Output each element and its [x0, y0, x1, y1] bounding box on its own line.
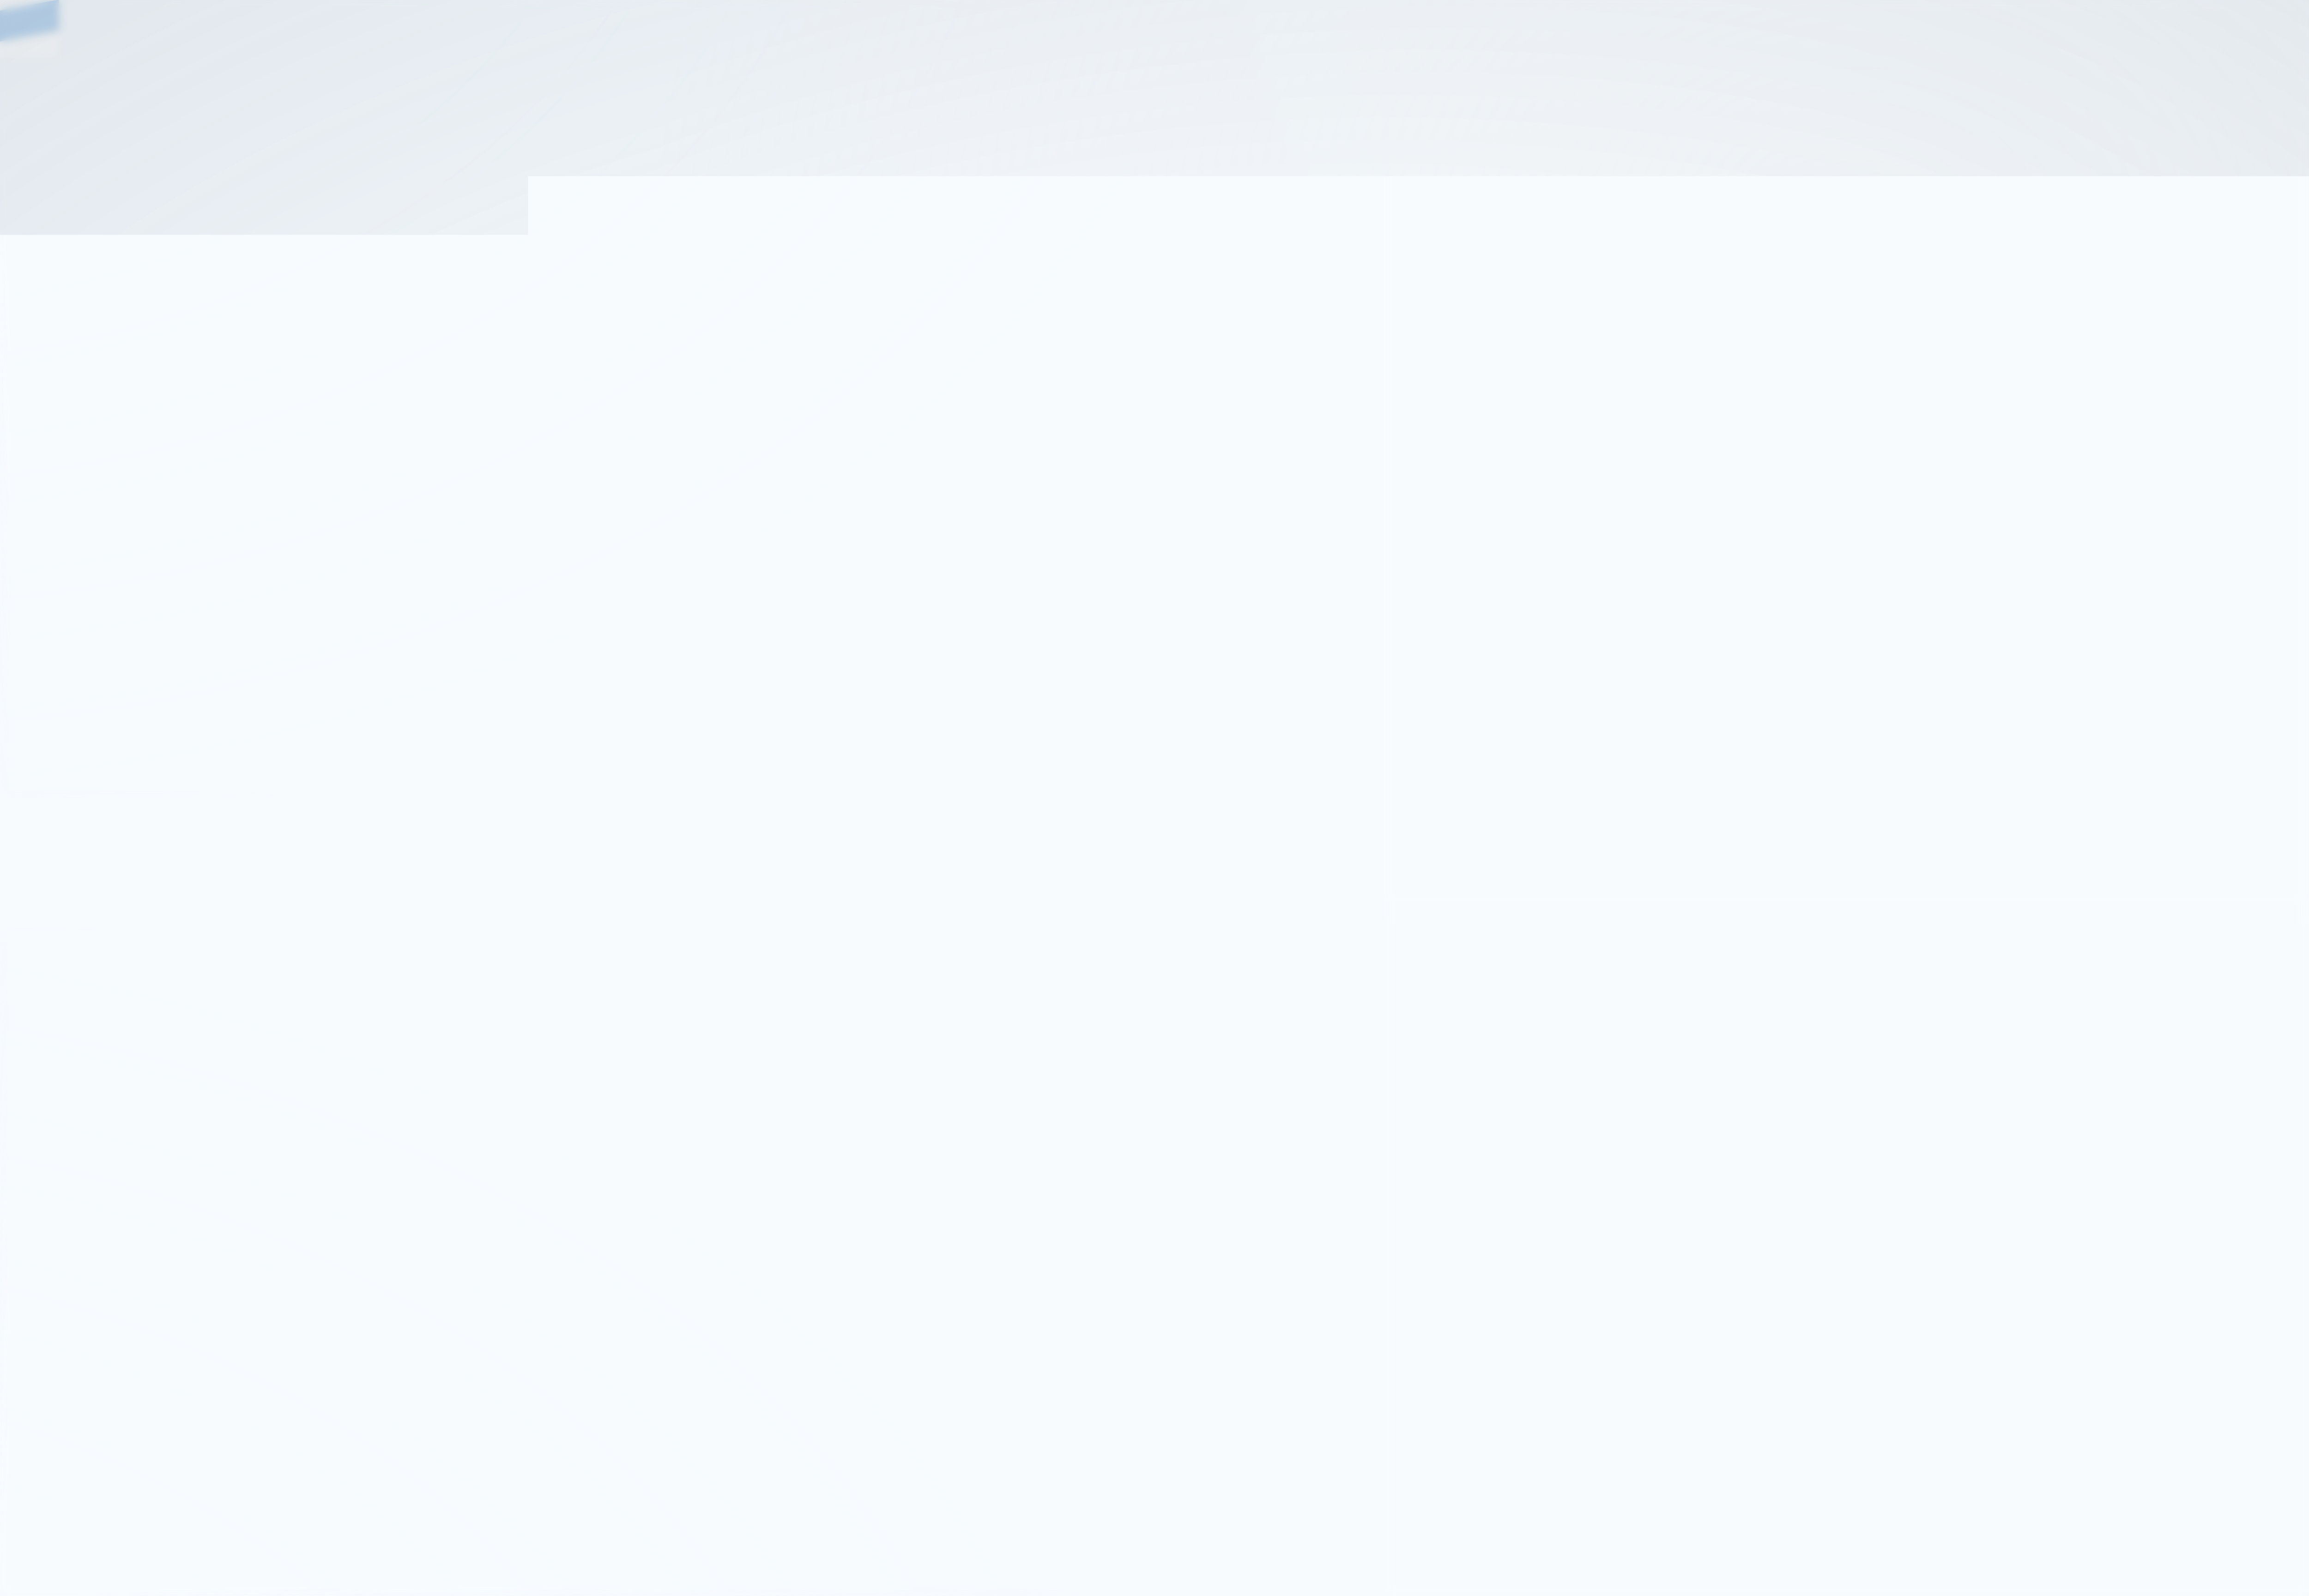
- photograph-frame: 45,19 16,61 EMPS PARTIEL 80,00/100 POUR …: [0, 0, 2309, 1596]
